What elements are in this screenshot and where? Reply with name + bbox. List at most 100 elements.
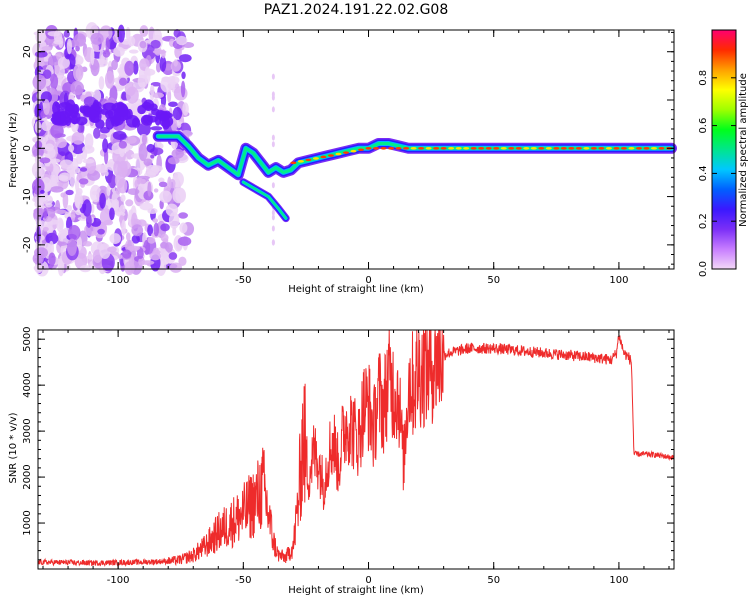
spectrogram-noise-blob [109, 233, 121, 244]
x-tick-label: 100 [609, 275, 628, 286]
spectrogram-ridge-core [560, 146, 567, 150]
spectrogram-noise-blob [178, 54, 192, 63]
spectrogram-noise-blob [139, 202, 154, 211]
spectrogram-noise-blob [152, 92, 165, 99]
spectrogram-noise-blob [99, 192, 106, 209]
spectrogram-noise-blob [149, 251, 162, 261]
spectrogram-noise-blob [84, 133, 94, 150]
spectrogram-noise-blob [124, 261, 135, 276]
spectrogram-ridge-core [418, 146, 425, 150]
spectrogram-noise-blob [45, 202, 53, 208]
spectrogram-noise-blob [39, 189, 45, 194]
spectrogram-noise-blob [59, 159, 74, 169]
x-tick-label: 0 [365, 575, 371, 586]
spectrogram-noise-blob [175, 187, 187, 203]
spectrogram-noise-blob [49, 163, 54, 173]
spectrogram-noise-blob [181, 71, 186, 80]
spectrogram-noise-blob [125, 136, 137, 144]
spectrogram-noise-blob [76, 116, 88, 126]
spectrogram-noise-blob [71, 140, 85, 155]
spectrogram-noise-blob [105, 37, 110, 53]
spectrogram-noise-blob [157, 143, 164, 150]
spectrogram-noise-blob [34, 200, 45, 209]
spectrogram-noise-blob [82, 145, 95, 154]
snr-x-axis-label: Height of straight line (km) [288, 585, 424, 596]
spectrogram-ridge-core [643, 146, 650, 150]
spectrogram-noise-blob [143, 239, 151, 256]
spectrogram-noise-blob [168, 252, 178, 260]
spectrogram-ridge-core [485, 146, 492, 150]
spectrogram-noise-blob [102, 138, 109, 153]
spectrogram-noise-blob [131, 234, 140, 244]
spectrogram-noise-blob [182, 102, 189, 116]
spectrogram-ridge-core [455, 146, 462, 150]
spectrogram-noise-blob [139, 25, 149, 37]
spectrogram-noise-blob [36, 93, 41, 99]
spectrogram-noise-blob [31, 161, 46, 179]
spectrogram-noise-blob [54, 209, 67, 214]
spectrogram-noise-blob [66, 238, 77, 256]
spectrogram-ridge-core [350, 149, 357, 153]
snr-x-ticks: -100 -50 0 50 100 [42, 330, 670, 586]
spectrogram-noise-blob [85, 213, 92, 228]
spectrogram-noise-blob [42, 69, 52, 80]
x-tick-label: -100 [107, 575, 130, 586]
spectrogram-ridge-core [575, 146, 582, 150]
spectrogram-noise-blob [159, 55, 167, 72]
spectrogram-noise-blob [142, 115, 151, 124]
spectrogram-noise-blob [122, 249, 132, 259]
spectrogram-ridge-core [320, 155, 327, 159]
spectrogram-noise-blob [32, 135, 46, 144]
spectrogram-noise-blob [160, 76, 174, 93]
spectrogram-ridge-core [388, 146, 395, 150]
spectrogram-noise-blob [159, 190, 173, 203]
spectrogram-noise-blob [153, 222, 160, 237]
spectrogram-noise-blob [158, 181, 168, 188]
spectrogram-noise-blob [271, 182, 275, 189]
chart-title: PAZ1.2024.191.22.02.G08 [264, 2, 449, 18]
spectrogram-noise-blob [82, 199, 92, 217]
spectrogram-ridge-core [538, 146, 545, 150]
spectrogram-noise-blob [271, 141, 275, 148]
y-tick-label: 2000 [22, 464, 33, 489]
spectrogram-noise-blob [118, 140, 127, 149]
spectrogram-ridge-core [500, 146, 507, 150]
spectrogram-noise-blob [99, 243, 111, 260]
y-tick-label: 0 [22, 145, 33, 151]
spectrogram-noise-blob [176, 35, 188, 46]
spectrogram-noise-blob [76, 236, 83, 251]
spectrogram-noise-blob [70, 80, 85, 96]
spectrogram-noise-blob [136, 247, 144, 260]
spectrogram-noise-blob [177, 236, 192, 247]
spectrogram-noise-blob [68, 144, 75, 153]
spectrogram-y-axis-label: Frequency (Hz) [8, 112, 19, 188]
spectrogram-noise-blob [172, 226, 177, 236]
colorbar-tick-label: 0.0 [698, 261, 709, 277]
spectrogram-axes-frame [37, 29, 675, 270]
spectrogram-ridge-core [605, 146, 612, 150]
spectrogram-noise-blob [69, 104, 79, 118]
spectrogram-noise-blob [70, 209, 76, 222]
spectrogram-noise-blob [168, 101, 178, 107]
spectrogram-ridge-core [515, 146, 522, 150]
spectrogram-ridge-core [508, 146, 515, 150]
spectrogram-noise-blob [169, 262, 183, 273]
spectrogram-noise-blob [154, 114, 162, 126]
spectrogram-noise-blob [127, 188, 140, 195]
spectrogram-x-ticks: -100 -50 0 50 100 [42, 30, 670, 286]
spectrogram-noise-blob [117, 160, 128, 178]
spectrogram-ridge-core [290, 161, 297, 165]
spectrogram-noise-blob [131, 224, 144, 237]
spectrogram-y-ticks: -20 -10 0 10 20 [22, 31, 674, 265]
spectrogram-noise-blob [171, 148, 184, 159]
colorbar-frame [711, 29, 737, 270]
colorbar-tick-label: 0.6 [698, 118, 709, 134]
snr-background [38, 330, 674, 569]
spectrogram-noise-blob [178, 212, 188, 219]
spectrogram-ridge-core [327, 154, 334, 157]
spectrogram-noise-blob [52, 229, 57, 241]
x-tick-label: -100 [107, 275, 130, 286]
spectrogram-noise-blob [90, 32, 104, 45]
spectrogram-noise-blob [117, 178, 128, 194]
spectrogram-noise-blob [158, 177, 165, 183]
